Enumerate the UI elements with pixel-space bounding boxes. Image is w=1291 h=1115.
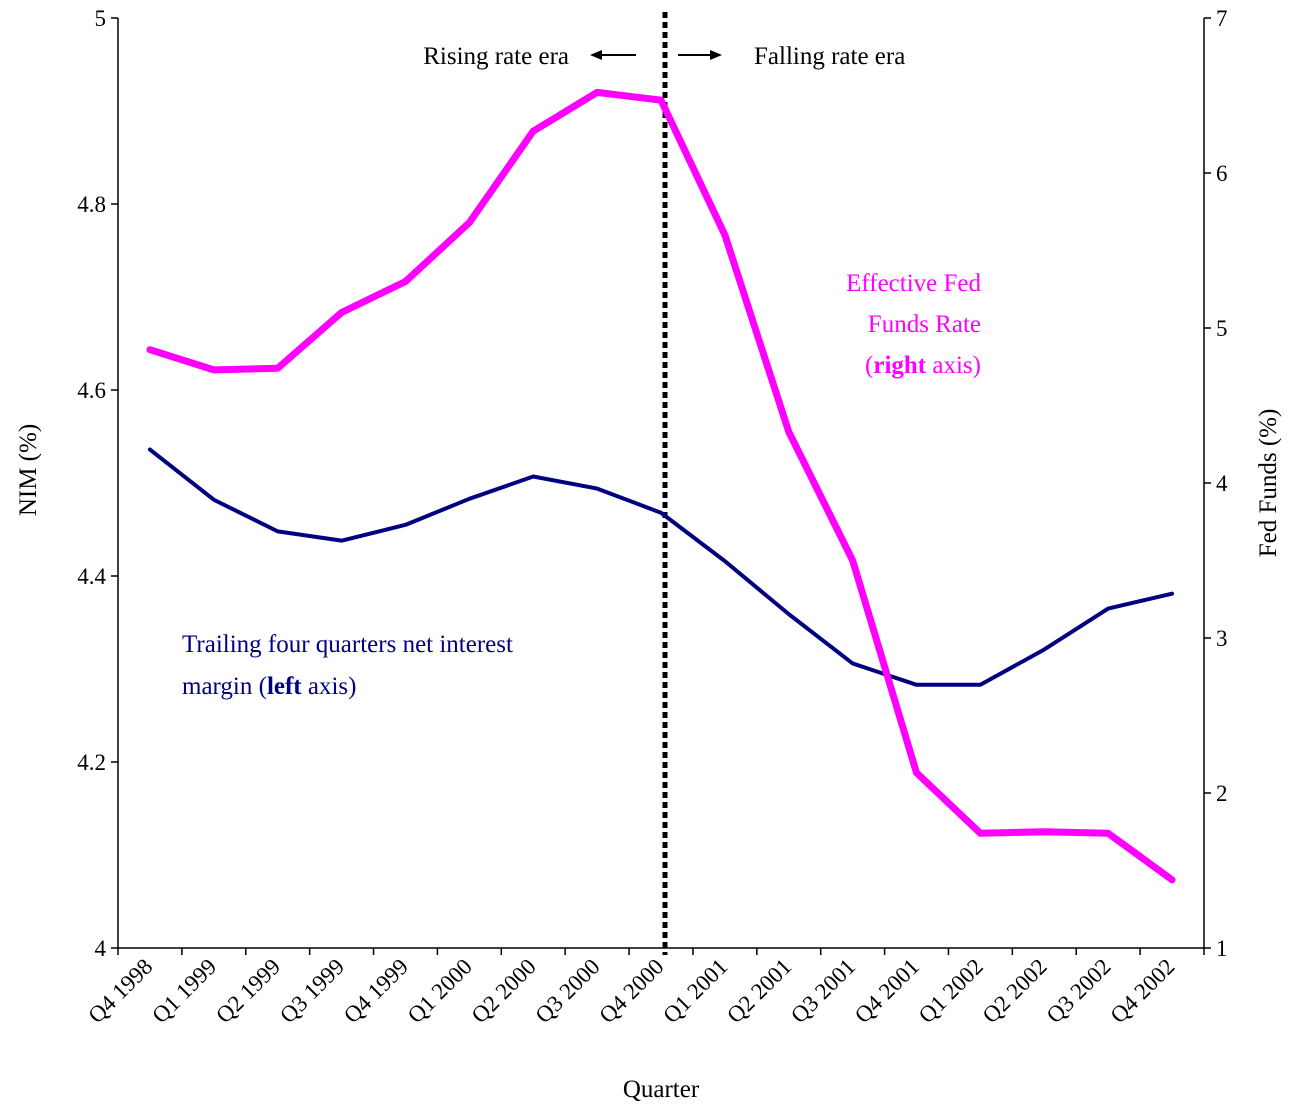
left-axis-title: NIM (%) <box>15 424 42 516</box>
right-tick-label: 4 <box>1216 471 1228 496</box>
left-y-ticks: 4 4.2 4.4 4.6 4.8 5 <box>77 6 118 961</box>
x-tick-label: Q2 2000 <box>467 954 541 1028</box>
left-tick-label: 4.8 <box>77 192 106 217</box>
x-tick-label: Q2 2001 <box>722 954 796 1028</box>
fed-funds-annotation: Effective Fed Funds Rate (right axis) <box>846 270 981 379</box>
left-tick-label: 5 <box>95 6 107 31</box>
x-tick-label: Q1 1999 <box>147 954 221 1028</box>
svg-text:Trailing four quarters net int: Trailing four quarters net interest <box>182 631 513 658</box>
x-tick-label: Q4 2000 <box>594 954 668 1028</box>
x-tick-label: Q4 2001 <box>850 954 924 1028</box>
x-tick-label: Q1 2002 <box>914 954 988 1028</box>
right-axis-title: Fed Funds (%) <box>1255 409 1282 558</box>
left-tick-label: 4.2 <box>77 750 106 775</box>
fed-funds-series-line <box>146 88 1176 884</box>
left-arrow-icon <box>590 50 636 60</box>
svg-text:Funds Rate: Funds Rate <box>868 311 981 338</box>
falling-era-label: Falling rate era <box>754 43 905 70</box>
x-tick-label: Q3 2002 <box>1042 954 1116 1028</box>
svg-text:margin (left axis): margin (left axis) <box>182 673 357 700</box>
x-tick-label: Q3 2001 <box>786 954 860 1028</box>
left-tick-label: 4.4 <box>77 564 106 589</box>
rising-era-label: Rising rate era <box>423 43 569 70</box>
x-tick-label: Q2 1999 <box>211 954 285 1028</box>
x-tick-label: Q3 2000 <box>530 954 604 1028</box>
x-tick-label: Q4 1999 <box>339 954 413 1028</box>
nim-annotation: Trailing four quarters net interest marg… <box>182 631 513 700</box>
x-tick-label: Q4 1998 <box>83 954 157 1028</box>
right-tick-label: 6 <box>1216 161 1228 186</box>
right-tick-label: 3 <box>1216 626 1228 651</box>
x-tick-label: Q1 2001 <box>658 954 732 1028</box>
x-tick-label: Q1 2000 <box>403 954 477 1028</box>
left-tick-label: 4.6 <box>77 378 106 403</box>
left-tick-label: 4 <box>95 936 107 961</box>
x-tick-label: Q2 2002 <box>978 954 1052 1028</box>
right-tick-label: 2 <box>1216 781 1228 806</box>
right-tick-label: 7 <box>1216 6 1228 31</box>
right-arrow-icon <box>678 50 722 60</box>
x-axis-title: Quarter <box>623 1076 700 1103</box>
x-tick-label: Q3 1999 <box>275 954 349 1028</box>
right-y-ticks: 1 2 3 4 5 6 7 <box>1204 6 1228 961</box>
right-tick-label: 1 <box>1216 936 1228 961</box>
svg-text:(right axis): (right axis) <box>865 352 981 379</box>
series-layer <box>146 88 1176 884</box>
x-tick-label: Q4 2002 <box>1105 954 1179 1028</box>
right-tick-label: 5 <box>1216 316 1228 341</box>
svg-text:Effective Fed: Effective Fed <box>846 270 981 297</box>
